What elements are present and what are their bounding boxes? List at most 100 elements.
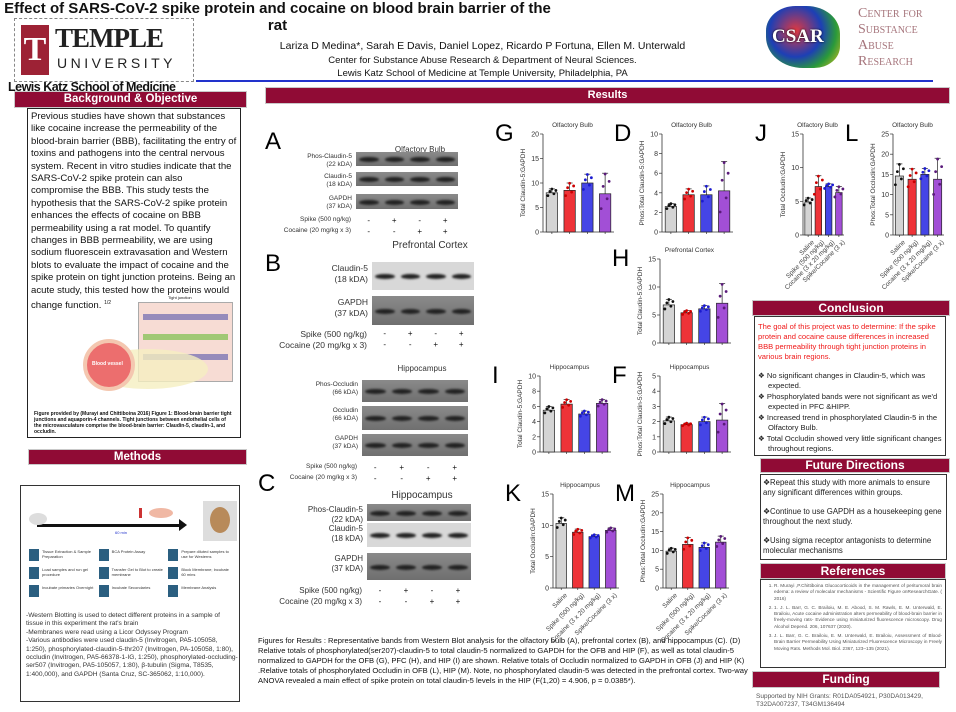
blot-band-strip	[362, 434, 468, 456]
data-point	[814, 181, 818, 185]
data-point	[671, 300, 675, 303]
bar	[662, 304, 675, 344]
protein-band	[435, 177, 455, 182]
treatment-sign: +	[452, 474, 458, 483]
data-point	[596, 404, 600, 408]
chart-svg: 0 2 4 6 8 10 Phos:Total Claudin-5:GAPDH	[639, 132, 733, 237]
blot-row-label: GAPDH (37 kDA)	[292, 297, 368, 318]
y-tick-label: 2	[532, 434, 536, 441]
conclusion-bullet: ❖ Phosphorylated bands were not signific…	[758, 392, 938, 411]
data-point	[665, 418, 669, 421]
conclusion-goal: The goal of this project was to determin…	[758, 322, 936, 361]
data-point	[686, 536, 690, 540]
molecular-weight: (18 kDA)	[334, 273, 368, 284]
data-point	[561, 406, 565, 409]
data-point	[673, 547, 677, 551]
protein-band	[451, 274, 471, 279]
data-point	[689, 194, 693, 198]
data-point	[927, 169, 931, 173]
protein-band	[365, 389, 386, 394]
chart-D: D Olfactory Bulb 0 2 4 6 8 10 Phos:Total Claudin…	[614, 118, 739, 280]
data-point	[545, 407, 549, 411]
funding-heading: Funding	[752, 671, 940, 688]
data-point	[669, 304, 673, 308]
blot-row-label: Claudin-5 (18 kDA)	[287, 524, 363, 544]
treatment-sign: +	[407, 329, 413, 338]
data-point	[549, 409, 553, 413]
treatment-sign: -	[418, 216, 422, 225]
protein-band	[375, 274, 395, 279]
protein-name: GAPDH	[328, 195, 352, 202]
data-point	[897, 162, 901, 166]
blot-row-label: Phos-Occludin (66 kDA)	[282, 381, 358, 397]
y-tick-label: 10	[541, 523, 549, 530]
chart-L: L Olfactory Bulb 0 5 10 15 20 25 Phos:Total Occl…	[845, 118, 950, 291]
bar	[665, 550, 677, 589]
data-point	[561, 523, 565, 527]
y-tick-label: 0	[545, 586, 549, 593]
blot-row-label: GAPDH (37 kDA)	[287, 554, 363, 574]
method-steps: Tissue Extraction & Sample Preparation BC…	[29, 549, 234, 597]
data-point	[671, 417, 675, 420]
protein-name: Occludin	[332, 407, 358, 414]
molecular-weight: (37 kDA)	[331, 564, 363, 573]
y-tick-label: 4	[532, 419, 536, 426]
data-point	[812, 192, 816, 196]
data-point	[604, 399, 608, 403]
data-point	[704, 308, 708, 312]
treatment-sign: +	[442, 216, 448, 225]
y-axis-label: Total Claudin-5:GAPDH	[517, 380, 524, 449]
bar	[572, 531, 584, 589]
y-tick-label: 6	[532, 404, 536, 411]
blot-row-label: Phos-Claudin-5 (22 kDA)	[287, 505, 363, 525]
molecular-weight: (37 kDA)	[334, 307, 368, 318]
protein-band	[426, 308, 446, 314]
data-point	[592, 533, 596, 537]
treatment-sign: +	[452, 463, 458, 472]
data-point	[605, 530, 609, 534]
data-point	[940, 165, 944, 169]
future-item: ❖Using sigma receptor antagonists to det…	[763, 536, 932, 555]
chart-svg: 0 1 2 3 4 5 Phos:Total Claudin-5:GAPDH	[637, 371, 731, 457]
data-point	[899, 177, 903, 181]
treatment-sign: -	[378, 586, 382, 595]
bar	[662, 420, 675, 453]
cocaine-row-label: Cocaine (20 mg/kg x 3)	[289, 474, 357, 481]
protein-name: GAPDH	[337, 297, 368, 307]
bar	[680, 312, 693, 344]
data-point	[724, 408, 728, 412]
data-point	[669, 420, 673, 424]
funding-text: Supported by NIH Grants: R01DA054921, P3…	[756, 693, 923, 708]
data-point	[555, 526, 559, 529]
y-tick-label: 5	[652, 313, 656, 320]
chart-svg: 0 5 10 15 Total Occludin:GAPDH	[780, 132, 845, 240]
y-axis-label: Total Claudin-5:GAPDH	[637, 267, 644, 336]
data-point	[715, 545, 719, 548]
reference-item: J. L. Barr, G. C. Brailoiu, E. M. Unterw…	[774, 633, 942, 652]
y-tick-label: 0	[535, 230, 539, 237]
bar	[933, 178, 943, 236]
conclusion-bullet: ❖ Increased trend in phosphorylated Clau…	[758, 413, 938, 432]
data-point	[932, 192, 936, 196]
data-point	[919, 177, 923, 181]
y-tick-label: 0	[532, 450, 536, 457]
data-point	[572, 184, 576, 188]
references-heading: References	[760, 563, 946, 579]
data-point	[547, 405, 551, 408]
school-name: Lewis Katz School of Medicine	[8, 80, 176, 94]
bar	[596, 403, 609, 453]
panel-letter: D	[614, 120, 632, 147]
method-step: Block Membrane; Incubate 60 mins	[168, 567, 234, 579]
data-point	[704, 184, 708, 188]
y-tick-label: 10	[791, 165, 799, 172]
protein-band	[370, 564, 390, 570]
data-point	[689, 310, 693, 313]
data-point	[543, 411, 547, 415]
data-point	[682, 547, 686, 551]
data-point	[578, 531, 582, 535]
data-point	[724, 196, 728, 200]
reference-item: 1. J. L. Barr, G. C. Brailoiu, M. E. Abo…	[774, 605, 942, 630]
data-point	[566, 186, 570, 190]
bar	[578, 413, 591, 453]
y-tick-label: 8	[654, 151, 658, 158]
